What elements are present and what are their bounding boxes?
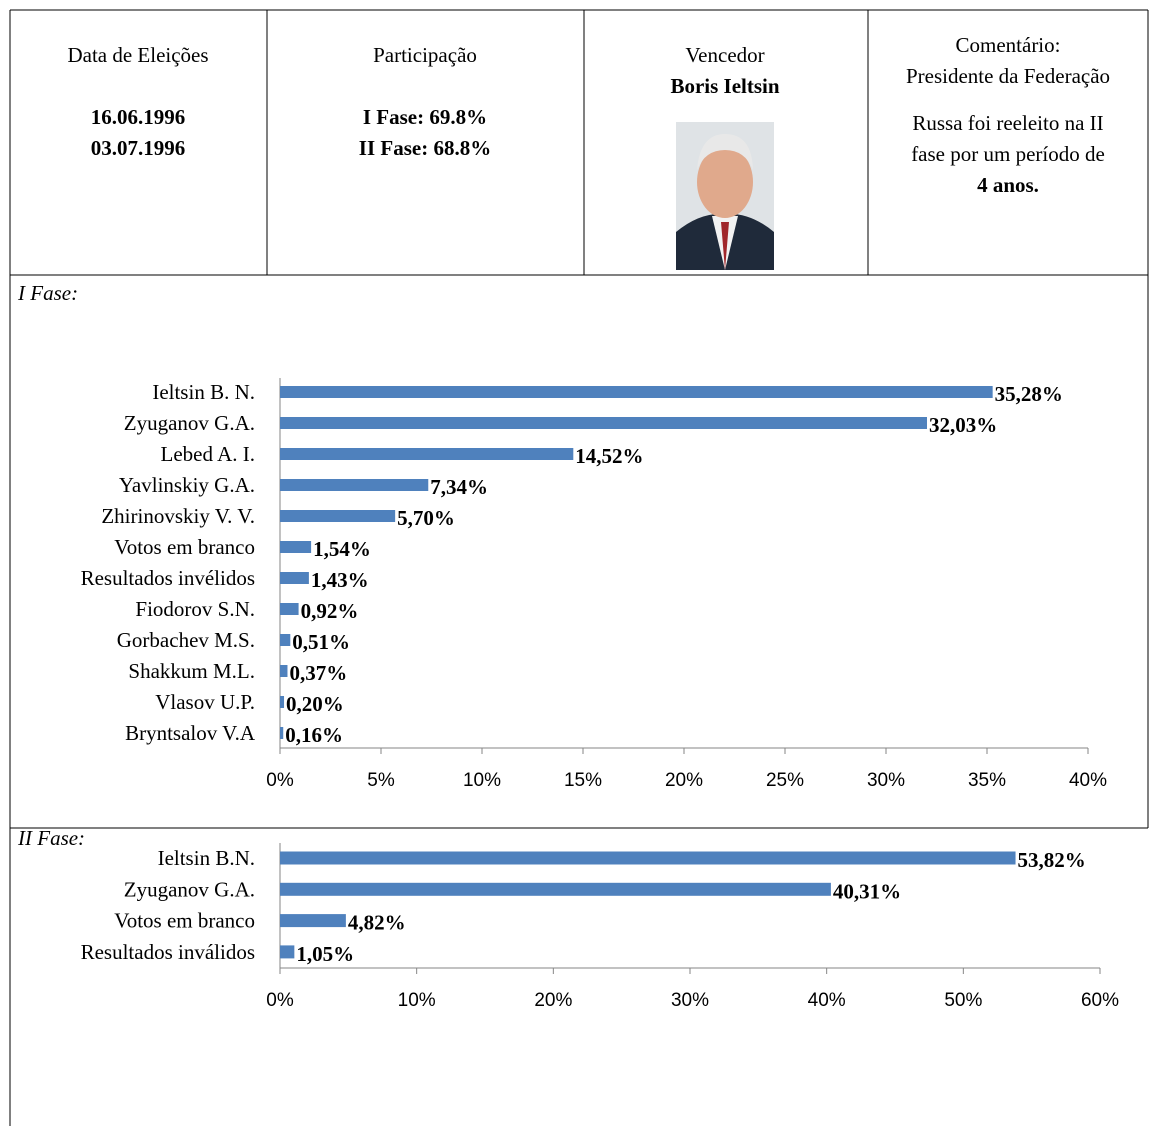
cell-heading: Comentário: (956, 33, 1061, 57)
bar (280, 541, 312, 553)
y-tick-label: Resultados inválidos (81, 940, 255, 964)
bar (280, 386, 993, 398)
x-tick-label: 0% (266, 990, 294, 1011)
bar (280, 882, 831, 896)
cell-heading: Vencedor (685, 43, 764, 67)
table-borders (9, 9, 1149, 1126)
y-tick-label: Zyuganov G.A. (124, 411, 255, 435)
y-tick-label: Shakkum M.L. (128, 659, 255, 683)
cell-line: I Fase: 69.8% (363, 105, 487, 129)
y-tick-label: Resultados invélidos (81, 566, 255, 590)
cell-line: II Fase: 68.8% (359, 136, 491, 160)
bar (280, 634, 291, 646)
cell-line: 4 anos. (977, 173, 1039, 197)
x-tick-label: 10% (398, 990, 436, 1011)
cell-heading: Participação (373, 43, 477, 67)
y-tick-label: Zyuganov G.A. (124, 877, 255, 901)
value-label: 7,34% (430, 475, 488, 499)
value-label: 0,16% (285, 723, 343, 747)
y-tick-label: Vlasov U.P. (155, 690, 255, 714)
cell-line: Boris Ieltsin (670, 74, 779, 98)
value-label: 53,82% (1018, 848, 1086, 872)
x-tick-label: 25% (766, 770, 804, 791)
y-tick-label: Votos em branco (114, 535, 255, 559)
x-tick-label: 0% (266, 770, 294, 791)
x-tick-label: 40% (808, 990, 846, 1011)
cell-heading: Data de Eleições (67, 43, 208, 67)
bar (280, 510, 396, 522)
x-tick-label: 40% (1069, 770, 1107, 791)
x-tick-label: 5% (367, 770, 395, 791)
value-label: 35,28% (995, 382, 1063, 406)
bar (280, 665, 288, 677)
x-tick-label: 35% (968, 770, 1006, 791)
cell-line: fase por um período de (911, 142, 1105, 166)
value-label: 1,54% (313, 537, 371, 561)
cell-line: 03.07.1996 (91, 136, 186, 160)
value-label: 0,51% (292, 630, 350, 654)
portrait (676, 122, 774, 270)
value-label: 32,03% (929, 413, 997, 437)
cell-line: 16.06.1996 (91, 105, 186, 129)
cell-line: Presidente da Federação (906, 64, 1110, 88)
y-tick-label: Zhirinovskiy V. V. (101, 504, 255, 528)
x-tick-label: 10% (463, 770, 501, 791)
value-label: 5,70% (397, 506, 455, 530)
value-label: 40,31% (833, 879, 901, 903)
value-label: 4,82% (348, 911, 406, 935)
value-label: 14,52% (575, 444, 643, 468)
y-tick-label: Fiodorov S.N. (135, 597, 255, 621)
x-tick-label: 30% (867, 770, 905, 791)
value-label: 1,05% (296, 942, 354, 966)
cell-line: Russa foi reeleito na II (912, 111, 1103, 135)
x-tick-label: 50% (944, 990, 982, 1011)
x-tick-label: 60% (1081, 990, 1119, 1011)
x-tick-label: 30% (671, 990, 709, 1011)
value-label: 0,37% (289, 661, 347, 685)
bar (280, 727, 284, 739)
x-tick-label: 15% (564, 770, 602, 791)
bar (280, 572, 309, 584)
value-label: 0,20% (286, 692, 344, 716)
bar (280, 448, 574, 460)
y-tick-label: Lebed A. I. (161, 442, 255, 466)
y-tick-label: Ieltsin B.N. (158, 846, 255, 870)
x-tick-label: 20% (534, 990, 572, 1011)
y-tick-label: Yavlinskiy G.A. (119, 473, 255, 497)
chart-title: I Fase: (17, 281, 78, 305)
y-tick-label: Ieltsin B. N. (152, 380, 255, 404)
chart-title: II Fase: (17, 826, 85, 850)
y-tick-label: Gorbachev M.S. (117, 628, 255, 652)
bar (280, 696, 285, 708)
bar (280, 945, 295, 959)
value-label: 1,43% (311, 568, 369, 592)
bar (280, 603, 299, 615)
x-tick-label: 20% (665, 770, 703, 791)
bar (280, 417, 928, 429)
bar (280, 851, 1016, 865)
bar (280, 479, 429, 491)
bar (280, 914, 346, 928)
y-tick-label: Bryntsalov V.A (125, 721, 256, 745)
y-tick-label: Votos em branco (114, 909, 255, 933)
value-label: 0,92% (301, 599, 359, 623)
